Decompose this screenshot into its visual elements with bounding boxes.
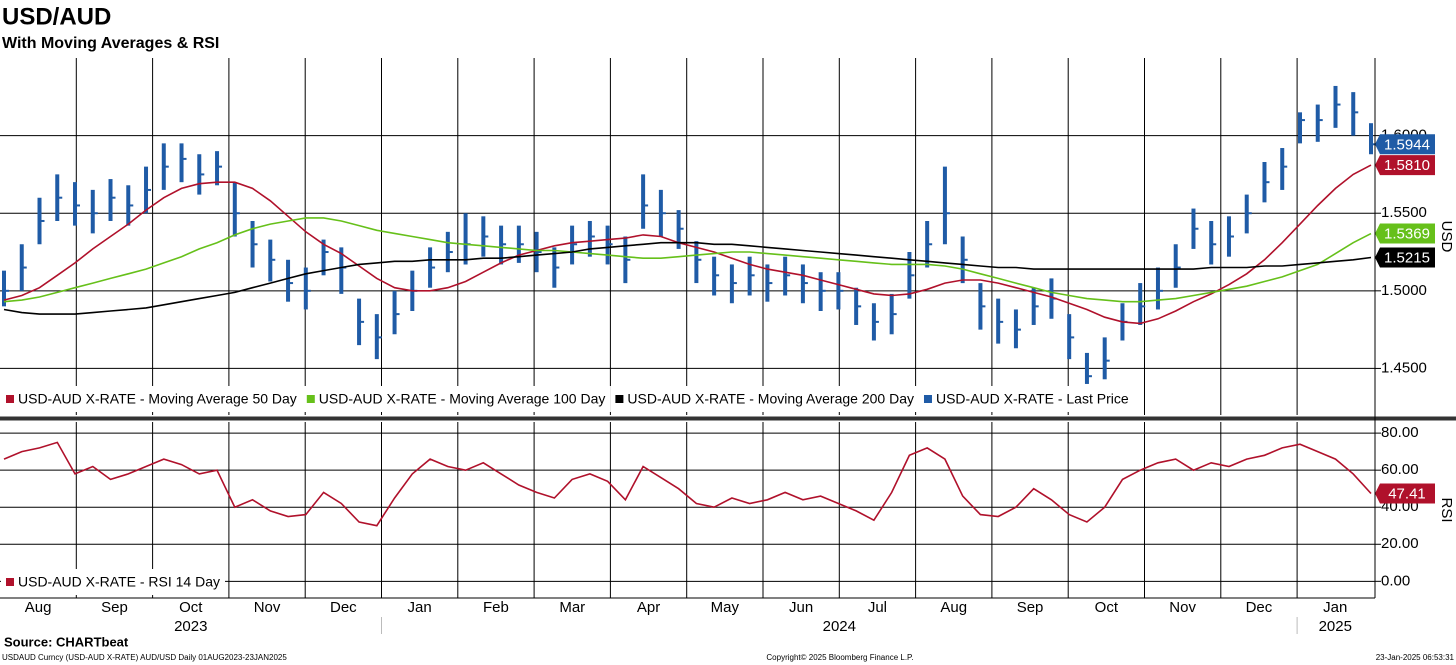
x-tick-label: Aug (940, 599, 967, 616)
y-tick-label: 20.00 (1381, 535, 1419, 552)
timestamp: 23-Jan-2025 06:53:31 (1376, 653, 1455, 662)
y-tick-label: 0.00 (1381, 572, 1410, 589)
x-tick-label: Nov (1169, 599, 1196, 616)
chart-subtitle: With Moving Averages & RSI (2, 35, 219, 52)
x-tick-label: Feb (483, 599, 509, 616)
x-tick-label: Dec (330, 599, 357, 616)
chart-title: USD/AUD (2, 3, 111, 30)
legend-label: USD-AUD X-RATE - Moving Average 100 Day (319, 391, 606, 407)
last-value-box (1375, 155, 1435, 176)
y-tick-label: 1.5000 (1381, 282, 1427, 299)
last-value-label: 1.5810 (1384, 157, 1430, 174)
legend-label: USD-AUD X-RATE - Moving Average 200 Day (627, 391, 914, 407)
x-tick-label: Nov (254, 599, 281, 616)
last-value-box (1375, 483, 1435, 504)
legend-bg (301, 386, 611, 412)
copyright: Copyright© 2025 Bloomberg Finance L.P. (766, 653, 913, 662)
legend-swatch (615, 395, 624, 403)
y-tick-label: 60.00 (1381, 461, 1419, 478)
last-value-box (1375, 223, 1435, 244)
legend-label: USD-AUD X-RATE - Moving Average 50 Day (18, 391, 297, 407)
y-tick-label: 80.00 (1381, 424, 1419, 441)
legend-bg (610, 386, 919, 412)
legend: USD-AUD X-RATE - Moving Average 50 Day US… (1, 386, 1134, 412)
x-tick-label: Jan (1323, 599, 1347, 616)
legend-bg (918, 386, 1134, 412)
series-line (3, 217, 1372, 303)
series-line (3, 164, 1372, 325)
y-axis-title: RSI (1438, 497, 1455, 522)
x-tick-label: Dec (1246, 599, 1273, 616)
x-tick-label: Sep (101, 599, 128, 616)
legend-bg (1, 386, 302, 412)
legend: USD-AUD X-RATE - RSI 14 Day (1, 569, 225, 595)
x-tick-label: Jul (868, 599, 887, 616)
x-tick-label: Oct (1095, 599, 1119, 616)
source: Source: CHARTbeat (4, 634, 129, 649)
x-tick-label: Sep (1017, 599, 1044, 616)
x-tick-label: Apr (637, 599, 660, 616)
x-tick-label: Jan (408, 599, 432, 616)
legend-bg (1, 569, 225, 595)
legend-label: USD-AUD X-RATE - RSI 14 Day (18, 574, 220, 590)
y-tick-label: 1.4500 (1381, 359, 1427, 376)
ticker-info: USDAUD Curncy (USD-AUD X-RATE) AUD/USD D… (2, 653, 287, 662)
legend-swatch (923, 395, 932, 403)
last-value-label: 1.5369 (1384, 226, 1430, 243)
x-tick-label: Jun (789, 599, 813, 616)
year-label: 2023 (174, 618, 207, 635)
last-value-label: 1.5944 (1384, 136, 1430, 153)
year-label: 2025 (1319, 618, 1352, 635)
series-line (3, 441, 1372, 527)
last-value-label: 47.41 (1388, 485, 1426, 502)
year-label: 2024 (823, 618, 856, 635)
x-tick-label: Mar (559, 599, 585, 616)
last-value-box (1375, 247, 1435, 268)
y-tick-label: 1.5500 (1381, 204, 1427, 221)
x-tick-label: May (711, 599, 740, 616)
legend-swatch (306, 395, 315, 403)
y-axis-title: USD (1438, 221, 1455, 253)
x-tick-label: Aug (25, 599, 52, 616)
last-value-box (1375, 134, 1435, 155)
legend-swatch (6, 578, 14, 586)
x-tick-label: Oct (179, 599, 203, 616)
series-line (3, 241, 1372, 315)
legend-label: USD-AUD X-RATE - Last Price (936, 391, 1129, 407)
legend-swatch (6, 395, 14, 403)
last-value-label: 1.5215 (1384, 249, 1430, 266)
